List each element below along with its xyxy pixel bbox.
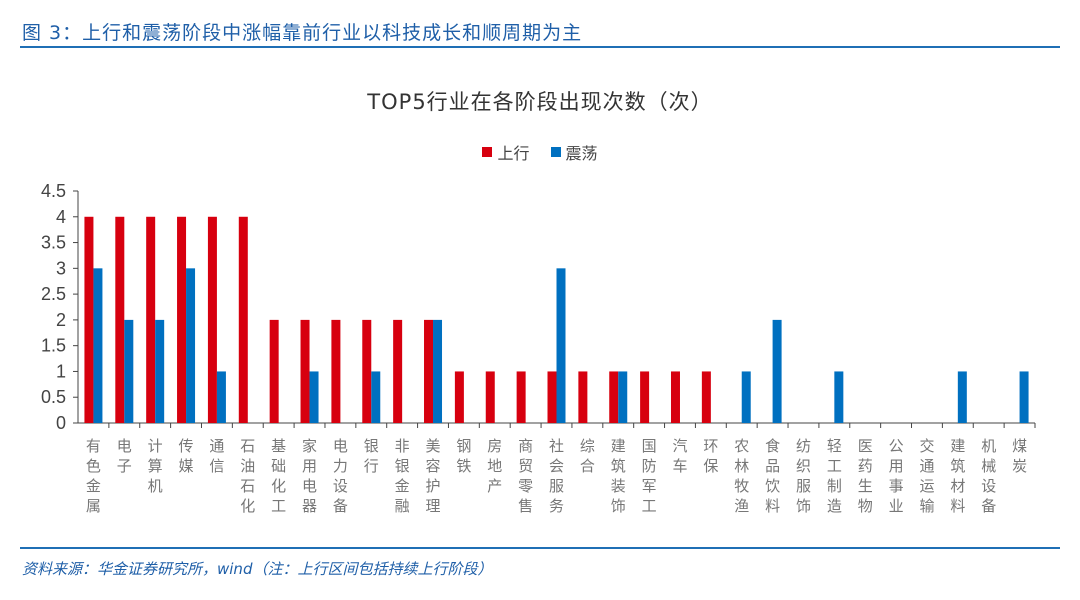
header-divider bbox=[20, 46, 1060, 48]
bar-range bbox=[957, 371, 967, 423]
bar-up bbox=[701, 371, 711, 423]
bar-up bbox=[177, 216, 187, 423]
bar-up bbox=[454, 371, 464, 423]
chart-title: TOP5行业在各阶段出现次数（次） bbox=[367, 90, 713, 114]
y-tick-label: 2.5 bbox=[41, 284, 66, 304]
legend-swatch bbox=[482, 147, 493, 157]
bar-range bbox=[93, 268, 103, 423]
y-tick-label: 3.5 bbox=[41, 233, 66, 253]
category-label: 纺织服饰 bbox=[796, 437, 811, 515]
legend-item-range: 震荡 bbox=[550, 140, 598, 164]
bar-up bbox=[516, 371, 526, 423]
y-tick-label: 2 bbox=[56, 310, 66, 330]
bar-up bbox=[640, 371, 650, 423]
bar-range bbox=[618, 371, 628, 423]
legend-label: 上行 bbox=[497, 144, 530, 163]
category-label: 轻工制造 bbox=[827, 437, 842, 515]
bar-range bbox=[433, 319, 443, 423]
category-label: 农林牧渔 bbox=[734, 437, 749, 515]
category-label: 石油石化 bbox=[240, 437, 255, 515]
category-label: 基础化工 bbox=[271, 437, 286, 515]
legend-label: 震荡 bbox=[565, 144, 598, 163]
bar-up bbox=[547, 371, 557, 423]
source-note: 资料来源：华金证券研究所，wind（注：上行区间包括持续上行阶段） bbox=[22, 560, 493, 578]
legend-swatch bbox=[550, 147, 561, 157]
category-label: 传媒 bbox=[179, 437, 194, 475]
bar-up bbox=[485, 371, 495, 423]
category-label: 煤炭 bbox=[1012, 437, 1027, 475]
bar-range bbox=[1019, 371, 1029, 423]
category-label: 建筑装饰 bbox=[611, 437, 626, 515]
category-label: 房地产 bbox=[487, 437, 502, 495]
category-label: 电子 bbox=[117, 437, 132, 475]
legend-item-up: 上行 bbox=[482, 140, 529, 164]
bar-up bbox=[609, 371, 619, 423]
y-tick-label: 1 bbox=[56, 361, 66, 381]
y-tick-label: 4 bbox=[56, 207, 66, 227]
bar-up bbox=[207, 216, 217, 423]
bar-range bbox=[741, 371, 751, 423]
category-label: 非银金融 bbox=[395, 437, 410, 515]
bar-up bbox=[393, 319, 403, 423]
bar-range bbox=[186, 268, 196, 423]
bar-up bbox=[84, 216, 94, 423]
category-label: 建筑材料 bbox=[950, 437, 965, 515]
category-label: 机械设备 bbox=[981, 437, 996, 515]
category-label: 家用电器 bbox=[302, 437, 317, 515]
bar-up bbox=[331, 319, 341, 423]
category-label: 环保 bbox=[703, 437, 718, 475]
bar-range bbox=[124, 319, 134, 423]
category-label: 医药生物 bbox=[858, 437, 873, 515]
y-tick-label: 4.5 bbox=[41, 181, 66, 201]
y-tick-label: 0 bbox=[56, 413, 66, 433]
footer-divider bbox=[20, 547, 1060, 549]
category-label: 有色金属 bbox=[86, 437, 101, 515]
y-tick-label: 1.5 bbox=[41, 336, 66, 356]
bar-range bbox=[772, 319, 782, 423]
category-label: 银行 bbox=[364, 437, 379, 475]
bar-up bbox=[362, 319, 372, 423]
legend: 上行 震荡 bbox=[0, 140, 1080, 164]
category-label: 美容护理 bbox=[426, 437, 441, 515]
bar-range bbox=[309, 371, 319, 423]
bar-up bbox=[238, 216, 248, 423]
bar-range bbox=[155, 319, 165, 423]
bar-up bbox=[578, 371, 588, 423]
bar-up bbox=[115, 216, 125, 423]
category-label: 交通运输 bbox=[919, 437, 934, 515]
category-label: 电力设备 bbox=[333, 437, 348, 515]
figure-title: 图 3：上行和震荡阶段中涨幅靠前行业以科技成长和顺周期为主 bbox=[22, 22, 583, 44]
category-label: 公用事业 bbox=[889, 437, 904, 515]
y-tick-label: 0.5 bbox=[41, 387, 66, 407]
y-tick-label: 3 bbox=[56, 258, 66, 278]
category-label: 通信 bbox=[209, 437, 224, 475]
category-label: 计算机 bbox=[148, 437, 163, 495]
bar-up bbox=[146, 216, 156, 423]
bar-up bbox=[670, 371, 680, 423]
bar-up bbox=[269, 319, 279, 423]
category-label: 商贸零售 bbox=[518, 437, 533, 515]
category-label: 汽车 bbox=[672, 437, 687, 475]
bar-range bbox=[834, 371, 844, 423]
category-label: 国防军工 bbox=[642, 437, 657, 515]
category-label: 食品饮料 bbox=[765, 437, 780, 515]
category-label: 综合 bbox=[580, 437, 595, 475]
category-label: 钢铁 bbox=[456, 437, 471, 475]
category-label: 社会服务 bbox=[549, 437, 564, 515]
bar-range bbox=[556, 268, 566, 423]
bar-up bbox=[424, 319, 434, 423]
bar-up bbox=[300, 319, 310, 423]
bar-range bbox=[371, 371, 381, 423]
bar-range bbox=[216, 371, 226, 423]
